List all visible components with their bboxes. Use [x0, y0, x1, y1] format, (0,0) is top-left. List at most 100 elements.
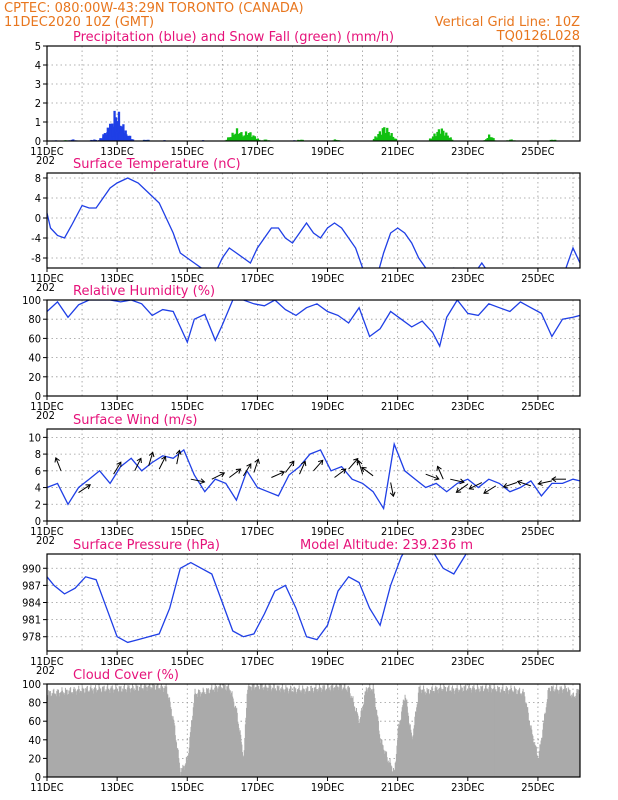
x-tick-label: 19DEC: [311, 781, 344, 794]
cloud-bar: [274, 688, 276, 777]
cloud-bar: [66, 690, 68, 777]
year-stub: 202: [36, 534, 55, 547]
cloud-bar: [165, 684, 167, 777]
cloud-bar: [513, 686, 515, 777]
cloud-bar: [436, 689, 438, 777]
cloud-bar: [167, 697, 169, 777]
bar-precipitation: [128, 135, 132, 141]
cloud-bar: [338, 687, 340, 777]
cloud-bar: [71, 692, 73, 777]
cloud-bar: [350, 697, 352, 777]
cloud-bar: [136, 685, 138, 777]
cloud-bar: [269, 684, 271, 777]
cloud-bar: [481, 686, 483, 777]
cloud-bar: [491, 689, 493, 777]
cloud-bar: [170, 709, 172, 777]
cloud-bar: [241, 752, 243, 777]
cloud-bar: [193, 694, 195, 777]
cloud-bar: [119, 686, 121, 777]
cloud-bar: [310, 685, 312, 777]
year-stub: 202: [36, 664, 55, 677]
x-tick-label: 21DEC: [381, 272, 414, 285]
cloud-bar: [89, 691, 91, 777]
x-tick-label: 25DEC: [521, 655, 554, 668]
cloud-bar: [333, 687, 335, 777]
cloud-bar: [188, 747, 190, 777]
cloud-bar: [380, 739, 382, 777]
cloud-bar: [528, 720, 530, 777]
cloud-bar: [106, 690, 108, 777]
wind-arrow: [190, 478, 206, 485]
cloud-bar: [458, 690, 460, 777]
cloud-bar: [218, 686, 220, 777]
cloud-bar: [523, 692, 525, 777]
cloud-bar: [540, 740, 542, 777]
cloud-bar: [75, 691, 77, 777]
cloud-bar: [377, 720, 379, 777]
cloud-bar: [362, 706, 364, 777]
cloud-bar: [392, 771, 394, 777]
cloud-bar: [198, 691, 200, 777]
bar-snow-fall: [439, 133, 442, 141]
cloud-bar: [273, 684, 275, 777]
header-location: CPTEC: 080:00W-43:29N TORONTO (CANADA): [4, 1, 304, 16]
cloud-bar: [209, 689, 211, 777]
cloud-bar: [111, 687, 113, 777]
cloud-bar: [576, 688, 578, 777]
cloud-bar: [329, 689, 331, 777]
x-tick-label: 15DEC: [171, 525, 204, 538]
wind-arrow-head: [361, 466, 367, 473]
x-tick-label: 11DEC: [30, 145, 63, 158]
bar-snow-fall: [263, 139, 266, 141]
wind-arrow: [148, 451, 155, 466]
year-stub: 202: [36, 409, 55, 422]
cloud-bar: [223, 684, 225, 777]
cloud-bar: [371, 689, 373, 777]
cloud-bar: [360, 717, 362, 777]
cloud-bar: [541, 737, 543, 777]
cloud-bar: [258, 685, 260, 777]
cloud-bar: [316, 689, 318, 777]
cloud-bar: [544, 714, 546, 777]
cloud-bar: [185, 757, 187, 777]
cloud-bar: [222, 684, 224, 777]
cloud-bar: [359, 719, 361, 777]
cloud-bar: [320, 687, 322, 777]
cloud-bar: [273, 684, 275, 777]
cloud-bar: [254, 689, 256, 777]
cloud-bar: [210, 690, 212, 777]
wind-arrow: [356, 459, 364, 475]
cloud-bar: [453, 688, 455, 777]
cloud-bar: [83, 688, 85, 777]
cloud-bar: [405, 700, 407, 777]
cloud-bar: [313, 692, 315, 777]
bar-precipitation: [131, 139, 135, 141]
cloud-bar: [271, 689, 273, 777]
wind-arrow: [436, 465, 444, 480]
header-model-code: TQ0126L028: [496, 29, 580, 44]
cloud-bar: [451, 687, 453, 777]
cloud-bar: [282, 688, 284, 777]
panel-frame: [46, 299, 581, 397]
cloud-bar: [152, 684, 154, 777]
wind-arrow: [450, 478, 465, 485]
bar-snow-fall: [237, 134, 240, 141]
cloud-bar: [388, 762, 390, 777]
cloud-bar: [458, 689, 460, 777]
bar-snow-fall: [380, 134, 383, 141]
bar-precipitation: [115, 131, 119, 141]
cloud-bar: [113, 689, 115, 777]
cloud-bar: [420, 693, 422, 777]
cloud-bar: [519, 693, 521, 777]
x-tick-label: 15DEC: [171, 655, 204, 668]
cloud-bar: [98, 684, 100, 777]
cloud-bar: [268, 687, 270, 777]
cloud-bar: [464, 686, 466, 777]
cloud-bar: [408, 715, 410, 777]
cloud-bar: [61, 687, 63, 777]
cloud-bar: [432, 691, 434, 777]
cloud-bar: [382, 745, 384, 777]
y-tick-label: 0: [35, 212, 41, 225]
cloud-bar: [51, 692, 53, 777]
cloud-bar: [263, 687, 265, 777]
